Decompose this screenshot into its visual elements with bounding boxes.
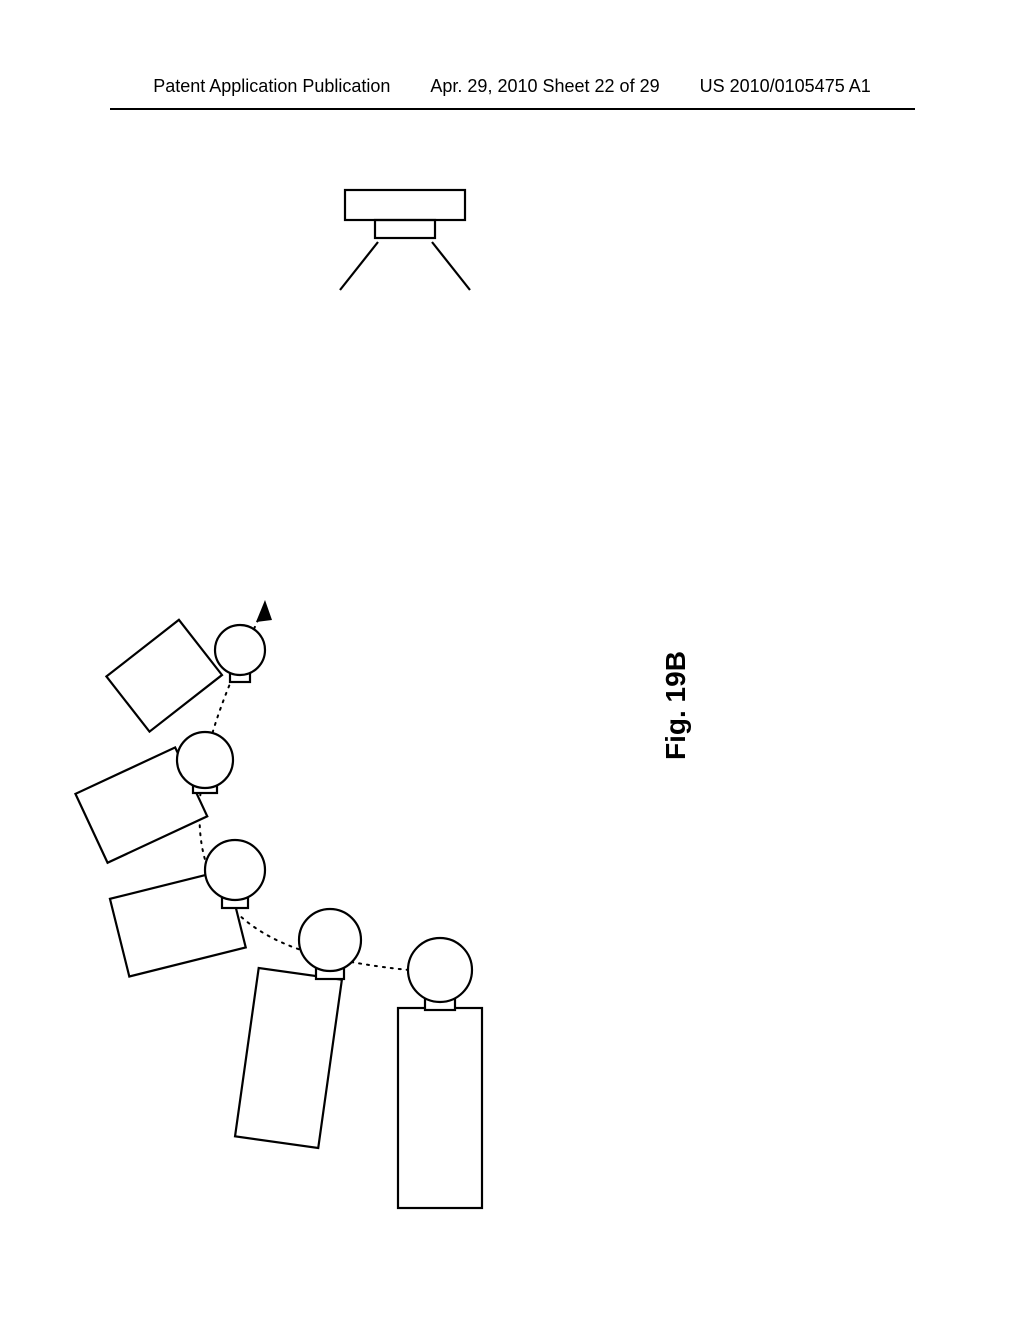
header-mid: Apr. 29, 2010 Sheet 22 of 29 [430,76,659,97]
patent-figure [0,150,1024,1250]
header-right: US 2010/0105475 A1 [700,76,871,97]
header-divider [110,108,915,110]
page-header: Patent Application Publication Apr. 29, … [0,76,1024,97]
header-left: Patent Application Publication [153,76,390,97]
figure-label: Fig. 19B [660,651,692,760]
